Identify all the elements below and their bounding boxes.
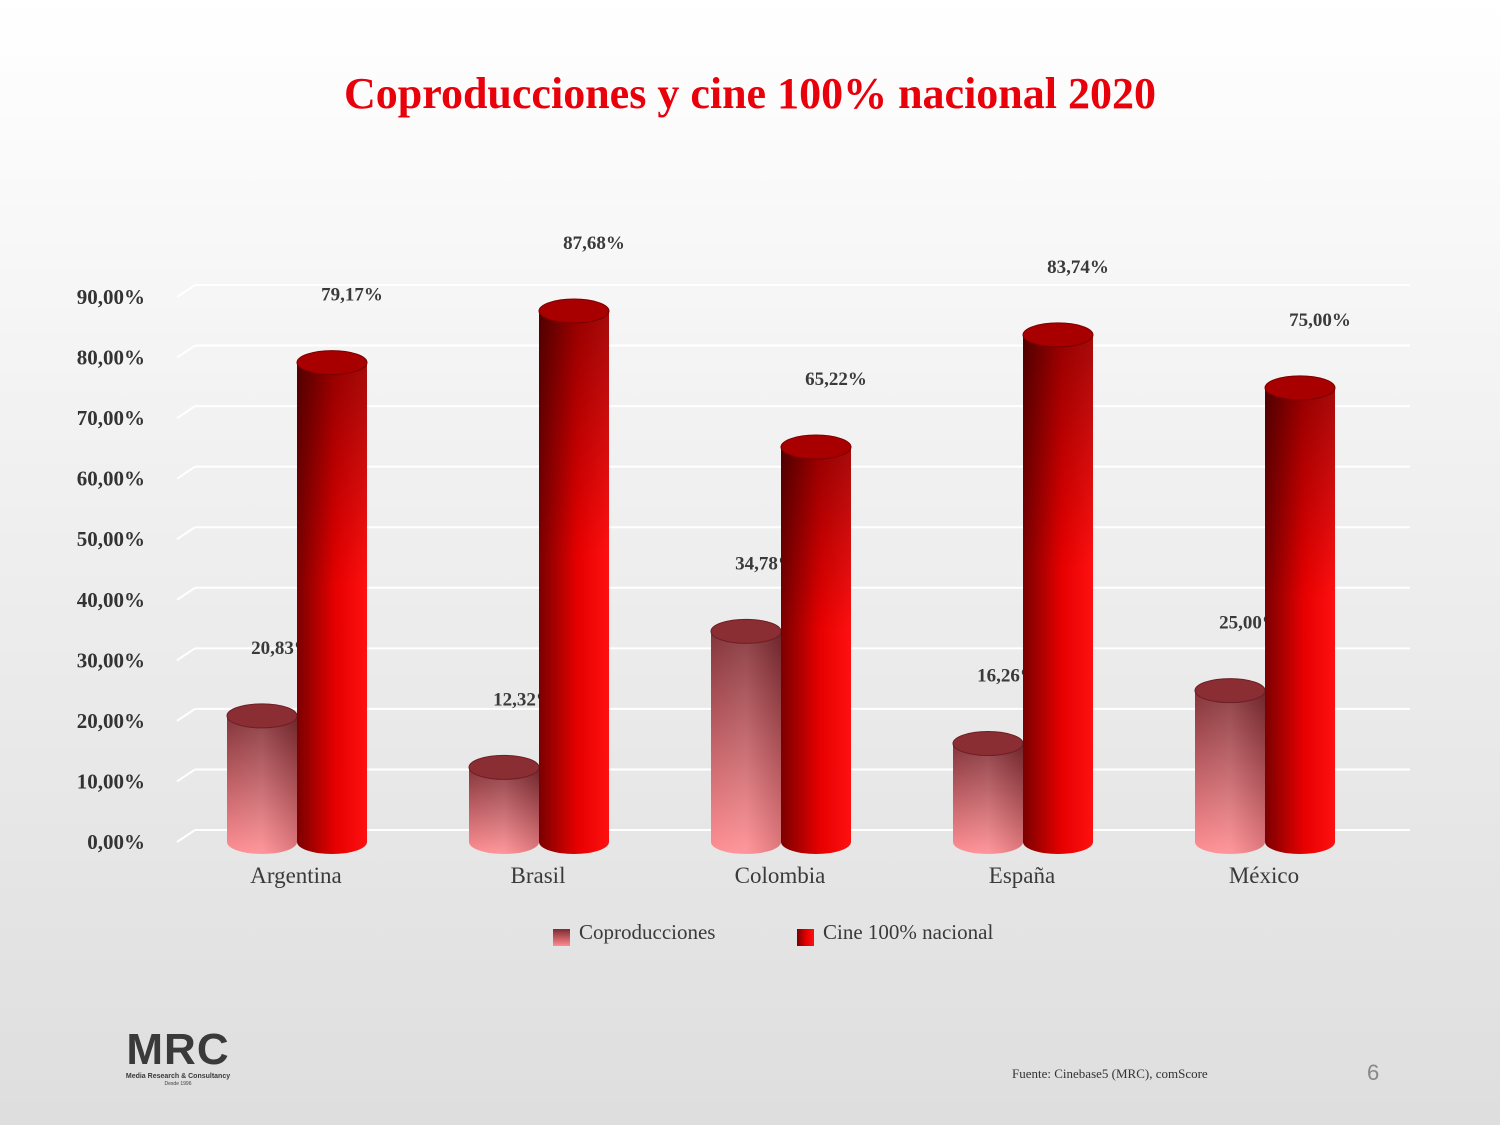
chart-title: Coproducciones y cine 100% nacional 2020 <box>343 69 1156 118</box>
data-label: 83,74% <box>1047 257 1109 278</box>
category-label: España <box>989 863 1055 888</box>
category-label: México <box>1229 863 1299 888</box>
bar-top <box>1264 375 1336 401</box>
y-tick-label: 90,00% <box>77 285 145 309</box>
bar-shading <box>1195 690 1265 854</box>
legend-swatch <box>553 929 570 946</box>
bar-cine-nacional: 87,68% <box>538 233 625 854</box>
legend: Coproducciones Cine 100% nacional <box>553 920 993 946</box>
category-label: Argentina <box>250 863 342 888</box>
y-tick-label: 50,00% <box>77 527 145 551</box>
bar-cine-nacional: 65,22% <box>780 369 867 854</box>
bar-coproducciones: 34,78% <box>710 553 797 854</box>
source-note: Fuente: Cinebase5 (MRC), comScore <box>1012 1066 1208 1081</box>
grid-line-depth <box>176 829 196 843</box>
data-label: 65,22% <box>805 369 867 390</box>
data-label: 87,68% <box>563 233 625 254</box>
data-label: 75,00% <box>1289 310 1351 331</box>
y-tick-label: 20,00% <box>77 709 145 733</box>
grid-line-depth <box>176 284 196 298</box>
bar-coproducciones: 25,00% <box>1194 613 1281 854</box>
x-axis: Argentina Brasil Colombia España México <box>250 863 1299 888</box>
grid-line-depth <box>176 708 196 722</box>
y-tick-label: 30,00% <box>77 648 145 672</box>
bar-shading <box>711 631 781 854</box>
bar-shading <box>297 362 367 854</box>
bar-top <box>780 434 852 460</box>
bar-shading <box>953 743 1023 854</box>
legend-swatch <box>797 929 814 946</box>
grid-line-depth <box>176 405 196 419</box>
grid-line-depth <box>176 526 196 541</box>
bar-cine-nacional: 75,00% <box>1264 310 1351 854</box>
legend-label: Cine 100% nacional <box>823 920 993 944</box>
y-tick-label: 40,00% <box>77 588 145 612</box>
bar-top <box>1022 322 1094 348</box>
y-tick-label: 10,00% <box>77 769 145 793</box>
bar-top <box>1194 678 1266 704</box>
bar-cine-nacional: 79,17% <box>296 285 383 854</box>
logo-company-name: Media Research & Consultancy <box>125 1073 231 1080</box>
grid-line-depth <box>176 768 196 783</box>
y-tick-label: 0,00% <box>87 830 145 854</box>
bar-top <box>952 731 1024 757</box>
category-label: Brasil <box>511 863 566 888</box>
bar-top <box>710 618 782 644</box>
y-tick-label: 60,00% <box>77 467 145 491</box>
grid-line-depth <box>176 465 196 480</box>
mrc-logo: MRC Media Research & Consultancy Desde 1… <box>118 1028 238 1088</box>
grid-line-depth <box>176 647 196 662</box>
y-tick-label: 80,00% <box>77 346 145 370</box>
bars: 20,83%79,17%12,32%87,68%34,78%65,22%16,2… <box>226 233 1351 854</box>
bar-cine-nacional: 83,74% <box>1022 257 1109 854</box>
legend-label: Coproducciones <box>579 920 715 944</box>
y-tick-label: 70,00% <box>77 406 145 430</box>
bar-top <box>468 754 540 780</box>
bar-shading <box>1265 387 1335 854</box>
bar-top <box>226 703 298 729</box>
logo-since: Desde 1996 <box>164 1081 192 1087</box>
page-number: 6 <box>1367 1060 1380 1085</box>
bar-top <box>296 350 368 376</box>
y-axis: 0,00% 10,00% 20,00% 30,00% 40,00% 50,00% 60,00… <box>77 285 145 854</box>
bar-shading <box>1023 334 1093 854</box>
bar-shading <box>539 311 609 854</box>
bar-top <box>538 298 610 324</box>
logo-mark: MRC <box>126 1025 230 1074</box>
bar-chart: 0,00% 10,00% 20,00% 30,00% 40,00% 50,00% 60,00… <box>76 233 1351 946</box>
bar-shading <box>781 447 851 854</box>
grid-line-depth <box>176 344 196 359</box>
bar-shading <box>469 767 539 854</box>
data-label: 79,17% <box>321 285 383 306</box>
category-label: Colombia <box>735 863 826 888</box>
grid-line-depth <box>176 586 196 601</box>
bar-coproducciones: 16,26% <box>952 666 1039 854</box>
bar-shading <box>227 715 297 854</box>
